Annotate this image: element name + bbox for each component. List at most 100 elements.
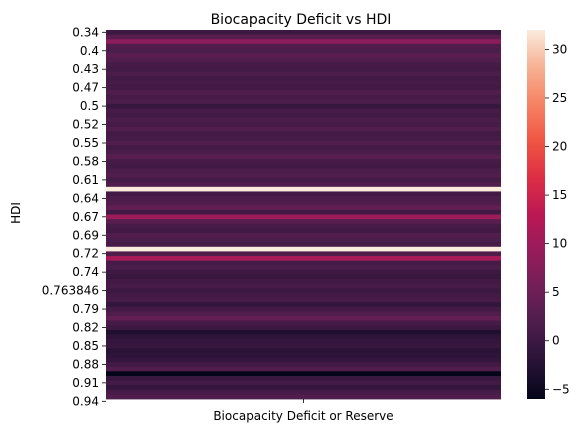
heatmap-cell bbox=[106, 149, 501, 155]
heatmap-cell bbox=[106, 311, 501, 317]
heatmap-cell bbox=[106, 30, 501, 36]
heatmap-cell bbox=[106, 288, 501, 294]
heatmap-cell bbox=[106, 145, 501, 151]
y-tick-label: 0.47 bbox=[72, 81, 99, 95]
heatmap-cell bbox=[106, 348, 501, 354]
colorbar-tick-label: 0 bbox=[552, 334, 560, 348]
heatmap-cell bbox=[106, 362, 501, 368]
heatmap-cell bbox=[106, 274, 501, 280]
heatmap-cell bbox=[106, 306, 501, 312]
heatmap-cell bbox=[106, 113, 501, 119]
heatmap-cell bbox=[106, 200, 501, 206]
x-tick-label: Biocapacity Deficit or Reserve bbox=[213, 409, 393, 423]
heatmap-cell bbox=[106, 251, 501, 257]
y-tick-label: 0.52 bbox=[72, 118, 99, 132]
heatmap-cell bbox=[106, 126, 501, 132]
heatmap-cell bbox=[106, 140, 501, 146]
heatmap-cell bbox=[106, 48, 501, 54]
y-tick-label: 0.94 bbox=[72, 394, 99, 408]
heatmap-cell bbox=[106, 159, 501, 165]
y-tick-label: 0.763846 bbox=[42, 284, 99, 298]
heatmap-cell bbox=[106, 269, 501, 275]
heatmap-cell bbox=[106, 228, 501, 234]
y-tick-label: 0.61 bbox=[72, 173, 99, 187]
heatmap-cell bbox=[106, 357, 501, 363]
heatmap-cell bbox=[106, 297, 501, 303]
heatmap-cell bbox=[106, 154, 501, 160]
heatmap-cell bbox=[106, 53, 501, 59]
y-tick-label: 0.91 bbox=[72, 376, 99, 390]
heatmap-cell bbox=[106, 260, 501, 266]
heatmap-cell bbox=[106, 265, 501, 271]
heatmap-cell bbox=[106, 186, 501, 192]
heatmap-cell bbox=[106, 122, 501, 128]
heatmap-cell bbox=[106, 34, 501, 40]
y-tick-label: 0.55 bbox=[72, 136, 99, 150]
heatmap-cell bbox=[106, 394, 501, 400]
heatmap-cell bbox=[106, 191, 501, 197]
heatmap-cell bbox=[106, 223, 501, 229]
heatmap-cell bbox=[106, 315, 501, 321]
heatmap-cell bbox=[106, 76, 501, 82]
heatmap-cell bbox=[106, 292, 501, 298]
heatmap-cell bbox=[106, 136, 501, 142]
heatmap-cell bbox=[106, 389, 501, 395]
heatmap-cell bbox=[106, 168, 501, 174]
y-tick-label: 0.72 bbox=[72, 247, 99, 261]
heatmap-cell bbox=[106, 57, 501, 63]
colorbar-tick-label: −5 bbox=[552, 382, 570, 396]
x-axis-ticks: Biocapacity Deficit or Reserve bbox=[213, 399, 394, 423]
heatmap-cell bbox=[106, 339, 501, 345]
heatmap-cell bbox=[106, 283, 501, 289]
y-tick-label: 0.64 bbox=[72, 191, 99, 205]
y-tick-label: 0.4 bbox=[80, 44, 99, 58]
heatmap-cell bbox=[106, 108, 501, 114]
y-tick-label: 0.74 bbox=[72, 265, 99, 279]
heatmap-cell bbox=[106, 237, 501, 243]
y-axis-ticks: 0.34 0.4 0.43 0.47 0.5 0.52 0.55 0.58 0.61 0.64 0.… bbox=[42, 25, 106, 408]
y-tick-label: 0.34 bbox=[72, 25, 99, 39]
heatmap-cell bbox=[106, 325, 501, 331]
y-tick-label: 0.5 bbox=[80, 99, 99, 113]
heatmap-cell bbox=[106, 352, 501, 358]
heatmap-cell bbox=[106, 66, 501, 72]
colorbar bbox=[527, 30, 545, 399]
heatmap-cell bbox=[106, 177, 501, 183]
heatmap-cell bbox=[106, 343, 501, 349]
heatmap-cell bbox=[106, 103, 501, 109]
colorbar-tick-label: 15 bbox=[552, 188, 567, 202]
heatmap-cell bbox=[106, 85, 501, 91]
heatmap-cell bbox=[106, 209, 501, 215]
heatmap-cell bbox=[106, 385, 501, 391]
y-tick-label: 0.79 bbox=[72, 302, 99, 316]
colorbar-tick-label: 5 bbox=[552, 285, 560, 299]
heatmap-cell bbox=[106, 182, 501, 188]
y-tick-label: 0.67 bbox=[72, 210, 99, 224]
heatmap-cell bbox=[106, 302, 501, 308]
y-tick-label: 0.88 bbox=[72, 357, 99, 371]
heatmap-cell bbox=[106, 375, 501, 381]
heatmap-cell bbox=[106, 94, 501, 100]
heatmap-cell bbox=[106, 43, 501, 49]
heatmap-cell bbox=[106, 214, 501, 220]
heatmap-cell bbox=[106, 99, 501, 105]
heatmap-cell bbox=[106, 246, 501, 252]
heatmap-cell bbox=[106, 172, 501, 178]
heatmap-cell bbox=[106, 131, 501, 137]
y-tick-label: 0.82 bbox=[72, 321, 99, 335]
heatmap-cell bbox=[106, 205, 501, 211]
heatmap-cell bbox=[106, 232, 501, 238]
heatmap-cell bbox=[106, 89, 501, 95]
heatmap-cell bbox=[106, 366, 501, 372]
heatmap-cell bbox=[106, 117, 501, 123]
chart-title: Biocapacity Deficit vs HDI bbox=[211, 12, 392, 28]
colorbar-tick-label: 30 bbox=[552, 42, 567, 56]
y-tick-label: 0.85 bbox=[72, 339, 99, 353]
heatmap-cell bbox=[106, 62, 501, 68]
heatmap-cell bbox=[106, 163, 501, 169]
colorbar-tick-label: 10 bbox=[552, 237, 567, 251]
heatmap-cell bbox=[106, 71, 501, 77]
heatmap-cell bbox=[106, 219, 501, 225]
heatmap-cells bbox=[106, 30, 501, 400]
